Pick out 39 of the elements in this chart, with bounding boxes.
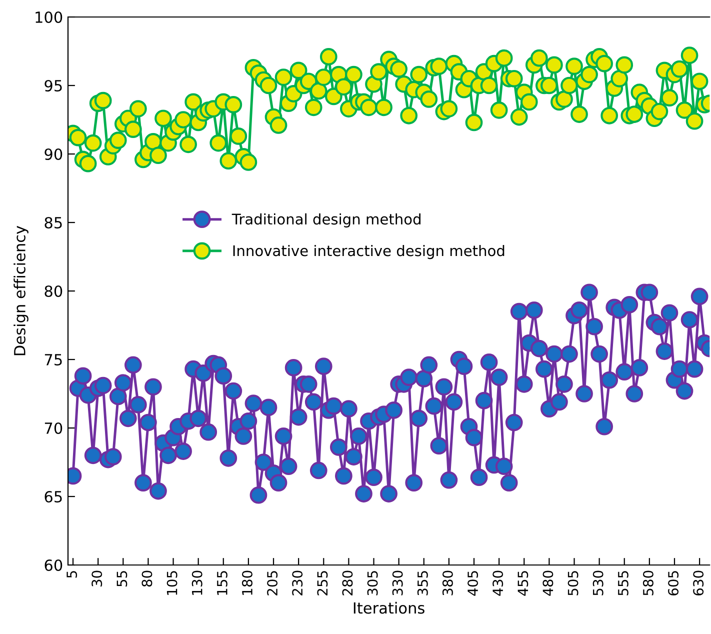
x-tick-label: 155 [217,571,228,595]
x-tick-label: 280 [342,570,353,596]
x-tick-label: 80 [142,570,152,587]
y-tick-label: 95 [44,80,62,92]
x-tick-label: 405 [468,571,478,596]
legend-label: Traditional design method [232,213,420,228]
x-tick-label: 105 [166,571,178,595]
x-tick-label: 355 [417,571,428,596]
x-tick-label: 130 [192,570,202,595]
y-tick-label: 90 [44,148,62,160]
x-tick-label: 255 [317,571,328,596]
y-tick-label: 70 [44,422,62,434]
x-tick-label: 555 [618,571,628,596]
x-tick-label: 30 [92,570,102,586]
x-tick-label: 580 [642,570,654,596]
x-tick-label: 380 [442,570,453,596]
y-tick-label: 60 [44,559,62,572]
y-tick-label: 75 [44,354,62,366]
x-tick-label: 305 [367,571,378,596]
x-tick-label: 55 [116,571,128,586]
x-tick-label: 455 [518,571,528,596]
y-tick-label: 100 [36,11,62,24]
x-tick-label: 530 [592,570,604,596]
y-tick-label: 65 [44,490,62,503]
x-tick-label: 480 [542,570,554,596]
x-tick-label: 330 [392,570,403,596]
x-tick-label: 5 [66,571,78,578]
x-axis-title: Iterations [354,602,424,614]
x-tick-label: 205 [267,571,278,596]
legend-label: Innovative interactive design method [233,244,504,260]
x-tick-label: 230 [292,570,303,596]
x-tick-label: 180 [242,570,252,595]
x-tick-label: 605 [668,571,679,596]
x-tick-label: 430 [492,570,504,596]
y-tick-label: 80 [44,285,62,298]
x-tick-label: 505 [568,571,578,596]
x-tick-label: 630 [693,570,704,596]
y-axis-title: Design efficiency [14,226,28,356]
y-tick-label: 85 [44,216,62,229]
